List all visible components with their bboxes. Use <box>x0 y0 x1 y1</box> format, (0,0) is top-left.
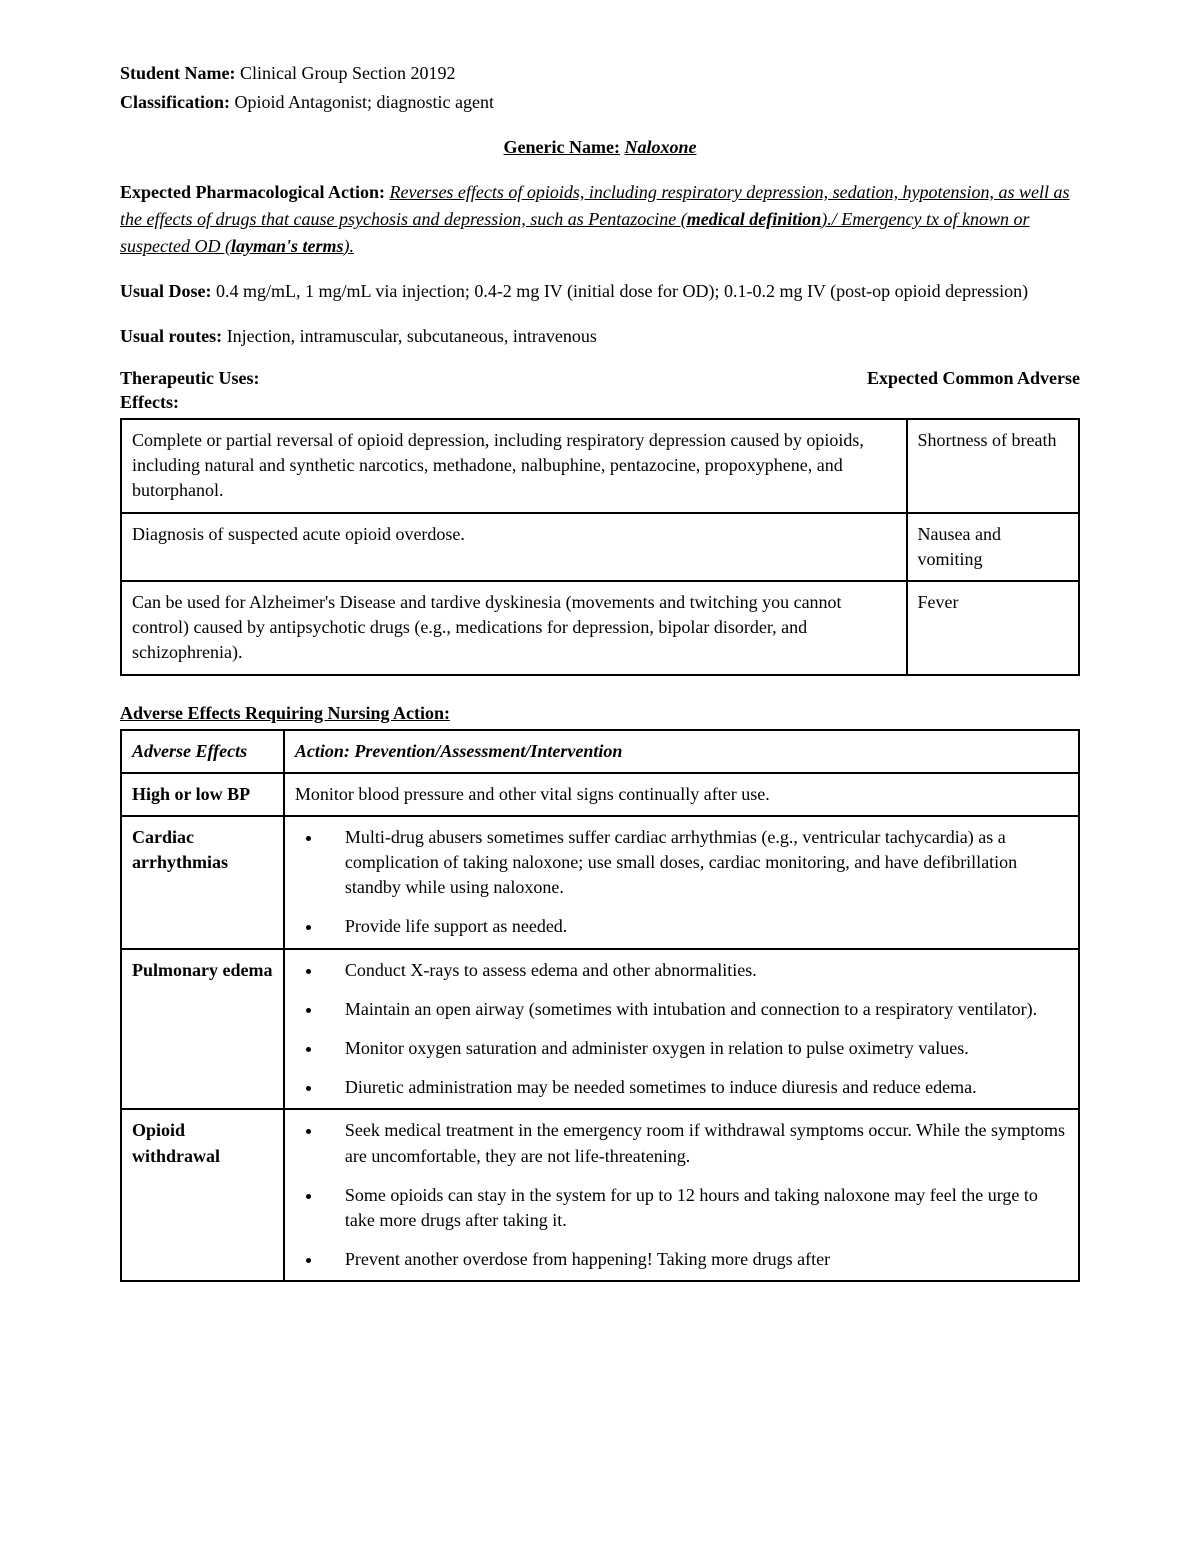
pharm-action-text4: layman's terms <box>231 236 344 256</box>
action-cell: Conduct X-rays to assess edema and other… <box>284 949 1079 1110</box>
table-row: Opioid withdrawal Seek medical treatment … <box>121 1109 1079 1281</box>
adverse-effect-name: Pulmonary edema <box>121 949 284 1110</box>
nursing-action-table: Adverse EffectsAction: Prevention/Assess… <box>120 729 1080 1283</box>
table-row: Pulmonary edema Conduct X-rays to assess … <box>121 949 1079 1110</box>
action-item: Provide life support as needed. <box>323 914 1068 939</box>
therapeutic-uses-header: Therapeutic Uses: <box>120 368 259 389</box>
action-col-header: Action: Prevention/Assessment/Interventi… <box>284 730 1079 773</box>
action-cell: Multi-drug abusers sometimes suffer card… <box>284 816 1079 949</box>
uses-effects-table: Complete or partial reversal of opioid d… <box>120 418 1080 676</box>
classification-value: Opioid Antagonist; diagnostic agent <box>235 92 494 112</box>
action-list: Conduct X-rays to assess edema and other… <box>295 958 1068 1101</box>
usual-routes-label: Usual routes: <box>120 326 222 346</box>
action-list: Multi-drug abusers sometimes suffer card… <box>295 825 1068 940</box>
table-header-row: Adverse EffectsAction: Prevention/Assess… <box>121 730 1079 773</box>
usual-dose: Usual Dose: 0.4 mg/mL, 1 mg/mL via injec… <box>120 278 1080 305</box>
table-row: High or low BPMonitor blood pressure and… <box>121 773 1079 816</box>
table-row: Diagnosis of suspected acute opioid over… <box>121 513 1079 581</box>
action-item: Seek medical treatment in the emergency … <box>323 1118 1068 1168</box>
classification-line: Classification: Opioid Antagonist; diagn… <box>120 89 1080 116</box>
student-label: Student Name: <box>120 63 236 83</box>
student-line: Student Name: Clinical Group Section 201… <box>120 60 1080 87</box>
document-page: Student Name: Clinical Group Section 201… <box>0 0 1200 1553</box>
action-cell: Seek medical treatment in the emergency … <box>284 1109 1079 1281</box>
usual-dose-value: 0.4 mg/mL, 1 mg/mL via injection; 0.4-2 … <box>216 281 1028 301</box>
pharm-action-text2: medical definition <box>687 209 822 229</box>
pharm-action-label: Expected Pharmacological Action: <box>120 182 385 202</box>
action-list: Seek medical treatment in the emergency … <box>295 1118 1068 1272</box>
uses-effects-headers: Therapeutic Uses: Expected Common Advers… <box>120 368 1080 389</box>
therapeutic-use-cell: Can be used for Alzheimer's Disease and … <box>121 581 907 675</box>
adverse-effect-name: High or low BP <box>121 773 284 816</box>
action-item: Prevent another overdose from happening!… <box>323 1247 1068 1272</box>
nursing-action-header: Adverse Effects Requiring Nursing Action… <box>120 700 1080 727</box>
therapeutic-use-cell: Diagnosis of suspected acute opioid over… <box>121 513 907 581</box>
generic-name-value: Naloxone <box>624 137 696 157</box>
action-item: Diuretic administration may be needed so… <box>323 1075 1068 1100</box>
adverse-effect-name: Opioid withdrawal <box>121 1109 284 1281</box>
usual-routes-value: Injection, intramuscular, subcutaneous, … <box>227 326 597 346</box>
adverse-effect-name: Cardiac arrhythmias <box>121 816 284 949</box>
effects-header-cont: Effects: <box>120 389 1080 416</box>
table-row: Complete or partial reversal of opioid d… <box>121 419 1079 513</box>
adverse-effects-col-header: Adverse Effects <box>121 730 284 773</box>
therapeutic-use-cell: Complete or partial reversal of opioid d… <box>121 419 907 513</box>
pharm-action: Expected Pharmacological Action: Reverse… <box>120 179 1080 260</box>
usual-dose-label: Usual Dose: <box>120 281 212 301</box>
generic-name-label: Generic Name: <box>504 137 620 157</box>
table-row: Can be used for Alzheimer's Disease and … <box>121 581 1079 675</box>
action-item: Multi-drug abusers sometimes suffer card… <box>323 825 1068 901</box>
adverse-effect-cell: Nausea and vomiting <box>907 513 1079 581</box>
adverse-effect-cell: Shortness of breath <box>907 419 1079 513</box>
action-item: Some opioids can stay in the system for … <box>323 1183 1068 1233</box>
action-item: Monitor oxygen saturation and administer… <box>323 1036 1068 1061</box>
action-item: Maintain an open airway (sometimes with … <box>323 997 1068 1022</box>
adverse-effects-header: Expected Common Adverse <box>867 368 1080 389</box>
action-cell: Monitor blood pressure and other vital s… <box>284 773 1079 816</box>
pharm-action-text5: ). <box>344 236 355 256</box>
student-value: Clinical Group Section 20192 <box>240 63 455 83</box>
adverse-effect-cell: Fever <box>907 581 1079 675</box>
classification-label: Classification: <box>120 92 230 112</box>
action-item: Conduct X-rays to assess edema and other… <box>323 958 1068 983</box>
table-row: Cardiac arrhythmias Multi-drug abusers so… <box>121 816 1079 949</box>
generic-name-title: Generic Name: Naloxone <box>120 134 1080 161</box>
usual-routes: Usual routes: Injection, intramuscular, … <box>120 323 1080 350</box>
